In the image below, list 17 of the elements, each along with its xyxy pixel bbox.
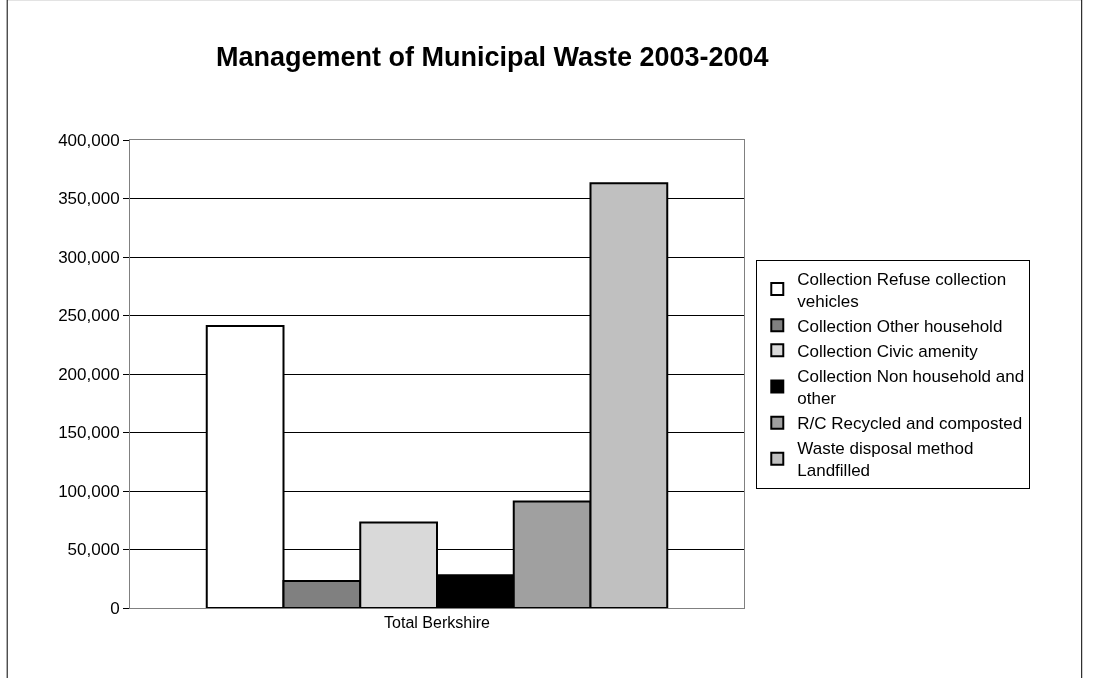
- legend-label: Collection Civic amenity: [797, 341, 979, 361]
- y-tick-label: 50,000: [67, 540, 120, 560]
- chart-title: Management of Municipal Waste 2003-2004: [215, 42, 769, 73]
- legend-label: R/C Recycled and composted: [797, 414, 1023, 434]
- y-tick-label: 0: [110, 598, 120, 618]
- y-tick-label: 300,000: [58, 247, 120, 267]
- y-tick-label: 100,000: [58, 481, 120, 501]
- y-tick-label: 350,000: [58, 189, 120, 209]
- y-tick-label: 400,000: [58, 130, 120, 150]
- y-tick-label: 200,000: [58, 364, 120, 384]
- legend-label: Collection Refuse collection vehicles: [797, 269, 1007, 311]
- legend-label: Collection Other household: [797, 316, 1003, 336]
- legend-label: Waste disposal method Landfilled: [797, 439, 974, 481]
- y-tick-label: 150,000: [58, 423, 120, 443]
- y-tick-label: 250,000: [58, 306, 120, 326]
- legend-label: Collection Non household and other: [797, 367, 1025, 409]
- x-tick-label: Total Berkshire: [384, 614, 491, 632]
